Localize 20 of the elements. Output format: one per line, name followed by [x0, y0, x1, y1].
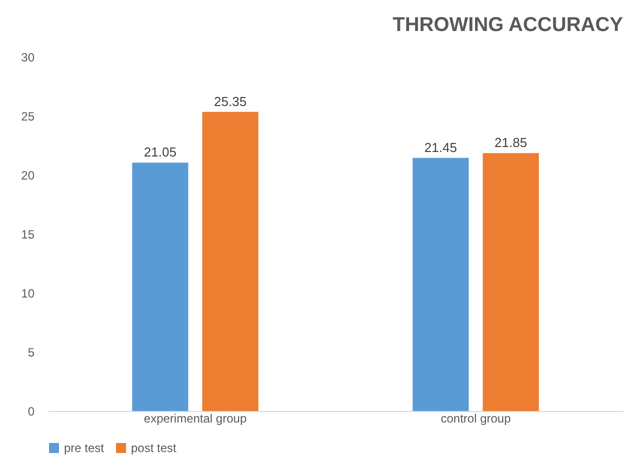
legend-label: pre test — [64, 441, 105, 455]
data-label: 25.35 — [214, 94, 247, 109]
chart-title: THROWING ACCURACY — [392, 14, 624, 36]
bar — [482, 153, 539, 411]
bar — [412, 158, 469, 411]
data-label: 21.05 — [144, 144, 176, 160]
bar — [132, 162, 188, 411]
y-tick-label: 20 — [21, 168, 35, 182]
y-tick-label: 5 — [28, 346, 35, 360]
bar — [202, 112, 258, 411]
y-tick-label: 25 — [21, 110, 35, 124]
data-label: 21.45 — [424, 140, 457, 155]
x-tick-label: experimental group — [144, 412, 247, 426]
y-tick-label: 15 — [21, 228, 35, 242]
y-tick-label: 0 — [28, 404, 35, 418]
legend-label: post test — [131, 441, 178, 455]
y-tick-label: 30 — [21, 50, 35, 64]
x-tick-label: control group — [440, 412, 512, 426]
y-tick-label: 10 — [21, 286, 35, 300]
data-label: 21.85 — [494, 135, 528, 150]
